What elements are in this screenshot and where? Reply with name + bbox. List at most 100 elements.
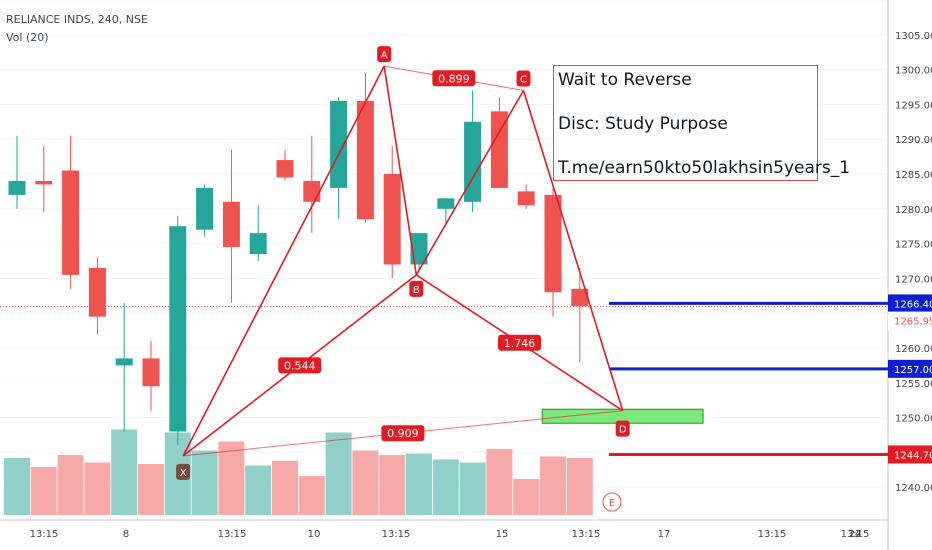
candle-body bbox=[490, 111, 508, 188]
note-line-3: T.me/earn50kto50lakhsin5years_1 bbox=[558, 158, 851, 178]
volume-bar bbox=[30, 467, 57, 515]
pattern-point-label: X bbox=[180, 468, 187, 479]
pattern-leg-bc bbox=[415, 90, 525, 276]
y-tick-label: 1300.00 bbox=[895, 66, 932, 77]
ratio-label-bg bbox=[432, 70, 476, 87]
x-tick-label: 13:15 bbox=[30, 529, 59, 540]
volume-bar bbox=[57, 455, 84, 515]
candle-body bbox=[437, 198, 455, 209]
volume-indicator-label: Vol (20) bbox=[6, 31, 49, 44]
note-line-1: Wait to Reverse bbox=[558, 70, 692, 90]
x-tick-label: 10 bbox=[308, 529, 321, 540]
candle-body bbox=[249, 233, 267, 255]
y-tick-label: 1275.00 bbox=[895, 240, 932, 251]
pattern-point-label: C bbox=[520, 74, 527, 85]
y-tick-label: 1280.00 bbox=[895, 205, 932, 216]
pattern-point-label-bg bbox=[409, 280, 424, 297]
pattern-point-label: D bbox=[619, 425, 627, 436]
x-tick-label: 13:15 bbox=[758, 529, 787, 540]
volume-bar bbox=[325, 432, 352, 515]
candle-body bbox=[88, 267, 106, 317]
volume-bar bbox=[486, 449, 513, 515]
x-tick-label: 17 bbox=[658, 529, 671, 540]
x-tick-label: 13:15 bbox=[841, 529, 870, 540]
y-tick-label: 1295.00 bbox=[895, 100, 932, 111]
candle-body bbox=[330, 100, 348, 188]
ratio-label: 0.899 bbox=[438, 72, 470, 85]
candle-body bbox=[115, 358, 133, 366]
y-tick-label: 1270.00 bbox=[895, 274, 932, 285]
candle-body bbox=[571, 288, 589, 307]
y-tick-label: 1240.00 bbox=[895, 483, 932, 494]
pattern-leg-cd bbox=[522, 90, 624, 411]
price-level-tag: 1244.70 bbox=[894, 450, 932, 461]
y-tick-label: 1250.00 bbox=[895, 414, 932, 425]
y-tick-label: 1285.00 bbox=[895, 170, 932, 181]
candle-body bbox=[35, 180, 53, 185]
candle-body bbox=[62, 170, 80, 275]
price-level-tag-bg bbox=[888, 445, 932, 464]
pattern-leg-ab bbox=[383, 65, 418, 276]
volume-bar bbox=[513, 479, 540, 515]
ratio-label: 0.909 bbox=[387, 427, 419, 440]
candle-body bbox=[276, 160, 294, 178]
event-marker-label: E bbox=[609, 498, 615, 509]
candle-body bbox=[410, 233, 428, 265]
volume-bar bbox=[379, 455, 406, 515]
volume-bar bbox=[111, 429, 138, 515]
ratio-label-bg bbox=[278, 357, 322, 374]
volume-bar bbox=[352, 450, 379, 515]
candle-body bbox=[169, 226, 187, 432]
volume-bar bbox=[298, 476, 325, 515]
x-tick-label: 13:15 bbox=[382, 529, 411, 540]
note-box[interactable]: Wait to Reverse Disc: Study Purpose T.me… bbox=[553, 65, 850, 181]
x-tick-label: 8 bbox=[123, 529, 129, 540]
volume-bar bbox=[540, 456, 566, 515]
pattern-point-label: A bbox=[381, 50, 388, 61]
pattern-point-label-bg bbox=[176, 463, 191, 480]
ratio-label-bg bbox=[381, 425, 425, 442]
x-tick-label: 24 bbox=[849, 529, 862, 540]
y-tick-label: 1255.00 bbox=[895, 379, 932, 390]
pattern-leg-xa bbox=[182, 65, 385, 457]
pattern-point-label: B bbox=[413, 285, 420, 296]
ratio-label: 1.746 bbox=[504, 337, 536, 350]
candle-body bbox=[383, 173, 401, 265]
pattern-point-label-bg bbox=[615, 420, 630, 437]
pattern-point-label-bg bbox=[377, 46, 392, 63]
candle-body bbox=[222, 201, 240, 248]
candle-body bbox=[464, 121, 482, 202]
volume-bar bbox=[245, 465, 272, 515]
x-tick-label: 22 bbox=[849, 529, 862, 540]
last-price-tag: 1265.95 bbox=[894, 317, 932, 328]
symbol-title: RELIANCE INDS, 240, NSE bbox=[6, 13, 148, 26]
candle-body bbox=[8, 180, 26, 195]
y-tick-label: 1290.00 bbox=[895, 135, 932, 146]
candle-body bbox=[303, 180, 321, 202]
candle-body bbox=[196, 187, 214, 230]
volume-bar bbox=[4, 458, 30, 515]
price-level-tag-bg bbox=[888, 294, 932, 313]
volume-bar bbox=[432, 459, 459, 515]
volume-bar bbox=[218, 441, 245, 515]
candle-body bbox=[544, 194, 562, 293]
volume-bar bbox=[84, 462, 111, 515]
note-line-2: Disc: Study Purpose bbox=[558, 114, 728, 134]
price-level-tag: 1266.40 bbox=[894, 299, 932, 310]
last-price-tag-bg bbox=[888, 311, 932, 330]
x-tick-label: 13:15 bbox=[218, 529, 247, 540]
price-level-tag-bg bbox=[888, 359, 932, 378]
price-level-tag: 1257.00 bbox=[894, 365, 932, 376]
volume-bar bbox=[138, 464, 164, 515]
volume-bar bbox=[406, 453, 432, 515]
ratio-label: 0.544 bbox=[284, 359, 316, 372]
volume-bar bbox=[566, 458, 593, 515]
candle-body bbox=[356, 100, 374, 220]
x-tick-label: 15 bbox=[496, 529, 509, 540]
y-tick-label: 1260.00 bbox=[895, 344, 932, 355]
x-tick-label: 13:15 bbox=[572, 529, 601, 540]
candle-body bbox=[142, 358, 160, 387]
volume-bar bbox=[272, 461, 298, 515]
pattern-point-label-bg bbox=[516, 70, 531, 87]
